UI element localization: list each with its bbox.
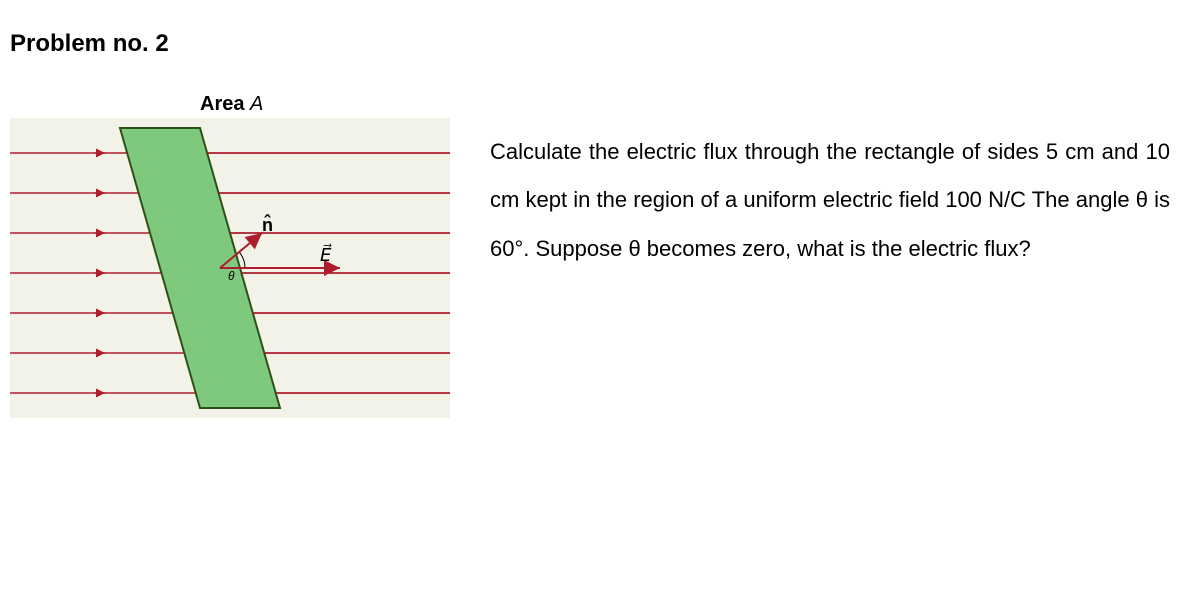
area-label-prefix: Area	[200, 93, 244, 115]
problem-title: Problem no. 2	[10, 30, 1190, 58]
area-label: Area A	[200, 93, 263, 116]
figure-container: Area A θ	[10, 118, 450, 418]
content-row: Area A θ	[10, 118, 1190, 418]
normal-label: n̂	[262, 214, 273, 235]
area-label-var: A	[250, 93, 263, 115]
problem-text: Calculate the electric flux through the …	[490, 118, 1190, 273]
e-label: E⃗	[320, 244, 332, 265]
flux-diagram: θ n̂ E⃗	[10, 118, 450, 418]
theta-label: θ	[228, 269, 235, 283]
